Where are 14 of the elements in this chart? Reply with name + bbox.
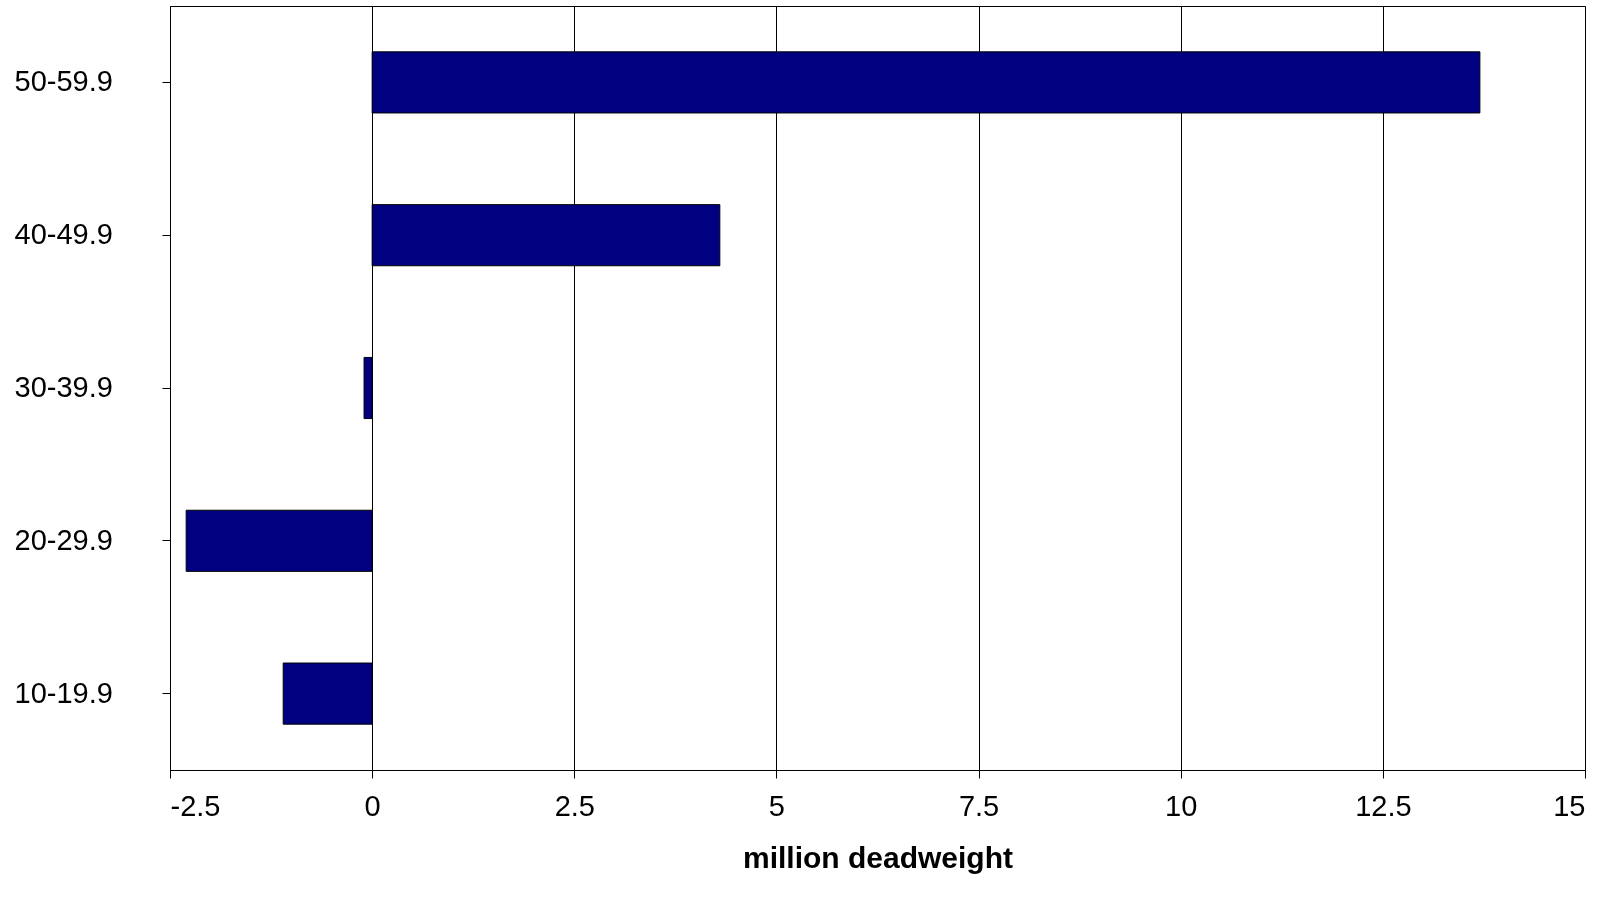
y-tick-label: 40-49.9 bbox=[14, 218, 113, 251]
x-tick-label: 2.5 bbox=[554, 789, 595, 822]
x-tick-label: -2.5 bbox=[170, 789, 221, 822]
x-axis-title: million deadweight bbox=[742, 840, 1014, 874]
y-tick-label: 50-59.9 bbox=[14, 65, 113, 98]
x-tick-label: 12.5 bbox=[1355, 789, 1412, 822]
x-tick-label: 15 bbox=[1553, 789, 1586, 822]
x-tick-label: 10 bbox=[1165, 789, 1198, 822]
y-tick-label: 10-19.9 bbox=[14, 676, 113, 709]
x-tick-label: 7.5 bbox=[958, 789, 1000, 822]
x-tick-label: 0 bbox=[364, 789, 381, 822]
x-tick-label: 5 bbox=[768, 789, 785, 822]
y-tick-label: 30-39.9 bbox=[14, 371, 113, 403]
y-tick-label: 20-29.9 bbox=[14, 523, 113, 556]
